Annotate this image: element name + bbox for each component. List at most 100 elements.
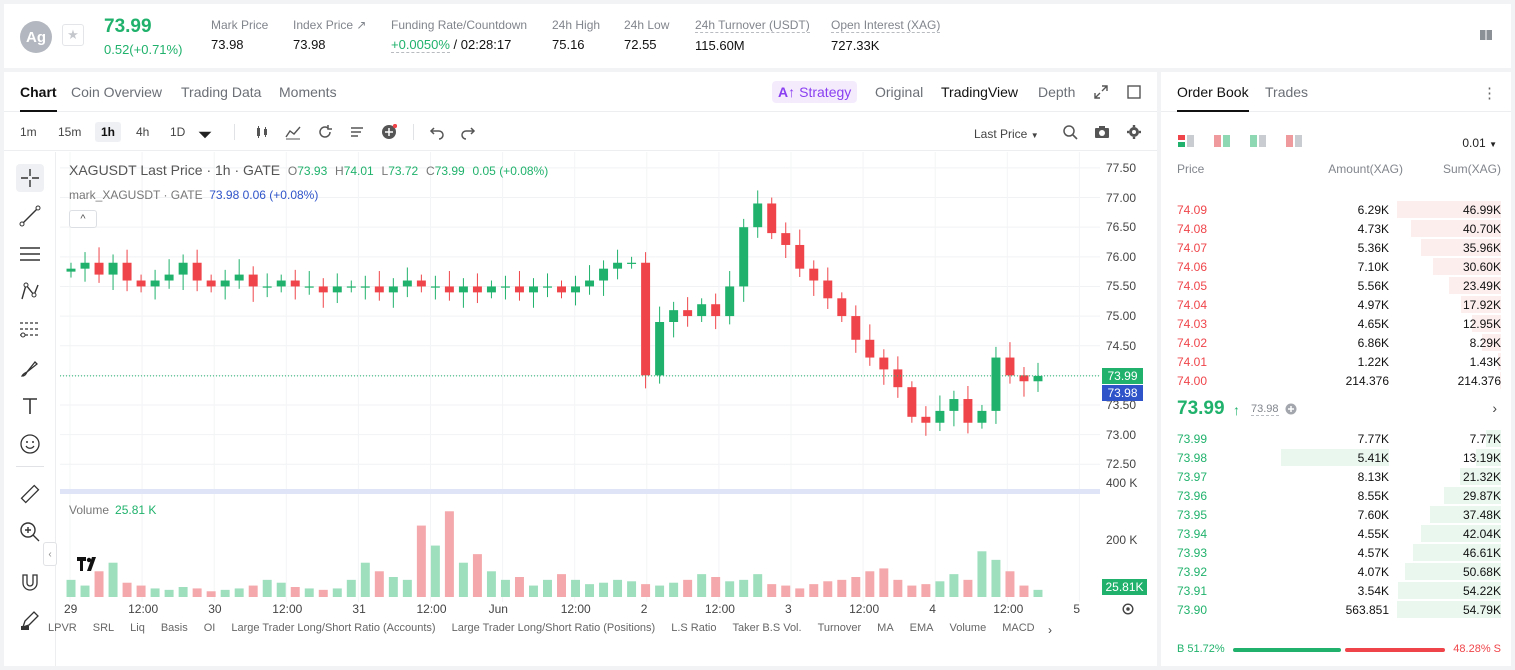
bid-row[interactable]: 73.93 4.57K 46.61K	[1161, 543, 1511, 562]
undo-icon[interactable]	[429, 124, 445, 140]
candle-body	[935, 410, 945, 423]
orderbook-mark-price[interactable]: 73.98	[1251, 403, 1279, 416]
indicator-item[interactable]: Turnover	[817, 622, 862, 634]
indicators-icon[interactable]	[285, 124, 301, 140]
favorite-star-icon[interactable]: ★	[62, 24, 84, 46]
bid-row[interactable]: 73.99 7.77K 7.77K	[1161, 429, 1511, 448]
ask-row[interactable]: 74.08 4.73K 40.70K	[1161, 219, 1511, 238]
indicator-item[interactable]: Large Trader Long/Short Ratio (Accounts)	[231, 622, 436, 634]
ruler-icon[interactable]	[16, 480, 44, 508]
indicator-item[interactable]: LPVR	[48, 622, 77, 634]
pencil-lock-icon[interactable]	[16, 606, 44, 634]
indicator-item[interactable]: L.S Ratio	[671, 622, 717, 634]
tab-coin-overview[interactable]: Coin Overview	[71, 84, 163, 100]
view-ratio-icon[interactable]	[1213, 134, 1231, 148]
price-chart[interactable]	[60, 152, 1100, 602]
settings-gear-icon[interactable]	[1121, 602, 1135, 616]
indicator-item[interactable]: Taker B.S Vol.	[732, 622, 802, 634]
ask-row[interactable]: 74.07 5.36K 35.96K	[1161, 238, 1511, 257]
view-asks-icon[interactable]	[1285, 134, 1303, 148]
ask-row[interactable]: 74.03 4.65K 12.95K	[1161, 314, 1511, 333]
horizontal-lines-icon[interactable]	[16, 240, 44, 268]
fibonacci-icon[interactable]	[16, 316, 44, 344]
bid-row[interactable]: 73.92 4.07K 50.68K	[1161, 562, 1511, 581]
view-bids-icon[interactable]	[1249, 134, 1267, 148]
chevron-down-icon[interactable]	[197, 127, 213, 143]
indicator-item[interactable]: Basis	[160, 622, 188, 634]
magnet-icon[interactable]	[16, 568, 44, 596]
ask-row[interactable]: 74.01 1.22K 1.43K	[1161, 352, 1511, 371]
bid-row[interactable]: 73.95 7.60K 37.48K	[1161, 505, 1511, 524]
pane-separator[interactable]	[60, 489, 1100, 494]
more-icon[interactable]: ⋮	[1482, 85, 1497, 102]
row-sum: 21.32K	[1462, 470, 1501, 484]
bid-row[interactable]: 73.94 4.55K 42.04K	[1161, 524, 1511, 543]
ask-row[interactable]: 74.02 6.86K 8.29K	[1161, 333, 1511, 352]
gear-icon[interactable]	[1126, 124, 1142, 140]
view-original[interactable]: Original	[875, 84, 924, 100]
window-icon[interactable]	[1127, 85, 1141, 99]
price-axis[interactable]: 77.5077.0076.5076.0075.5075.0074.5074.00…	[1100, 152, 1157, 612]
tab-order-book[interactable]: Order Book	[1177, 84, 1249, 112]
timeframe-15m[interactable]: 15m	[58, 125, 82, 139]
zoom-in-icon[interactable]	[16, 518, 44, 546]
brush-icon[interactable]	[16, 354, 44, 382]
book-icon[interactable]	[1479, 28, 1493, 42]
bid-row[interactable]: 73.98 5.41K 13.19K	[1161, 448, 1511, 467]
ask-row[interactable]: 74.09 6.29K 46.99K	[1161, 200, 1511, 219]
indicator-item[interactable]: Volume	[949, 622, 987, 634]
indicator-item[interactable]: EMA	[909, 622, 934, 634]
text-icon[interactable]	[16, 392, 44, 420]
timeframe-4h[interactable]: 4h	[136, 125, 150, 139]
indicator-item[interactable]: SRL	[92, 622, 115, 634]
expand-icon[interactable]	[1094, 85, 1108, 99]
indicator-item[interactable]: OI	[203, 622, 216, 634]
price-source-select[interactable]: Last Price ▼	[974, 127, 1039, 141]
chevron-right-icon[interactable]: ›	[1048, 623, 1052, 637]
stat-index-price[interactable]: Index Price ↗ 73.98	[293, 18, 366, 52]
emoji-icon[interactable]	[16, 430, 44, 458]
crosshair-icon[interactable]	[16, 164, 44, 192]
tab-trading-data[interactable]: Trading Data	[181, 84, 262, 100]
tab-moments[interactable]: Moments	[279, 84, 337, 100]
indicator-item[interactable]: MA	[877, 622, 894, 634]
bid-row[interactable]: 73.96 8.55K 29.87K	[1161, 486, 1511, 505]
chevron-left-icon[interactable]: ‹	[43, 542, 57, 566]
bid-row[interactable]: 73.97 8.13K 21.32K	[1161, 467, 1511, 486]
candlestick-icon[interactable]	[254, 124, 270, 140]
view-both-icon[interactable]	[1177, 134, 1195, 148]
tab-chart[interactable]: Chart	[20, 84, 57, 112]
indicator-item[interactable]: Large Trader Long/Short Ratio (Positions…	[451, 622, 656, 634]
collapse-legend-button[interactable]: ^	[69, 210, 97, 228]
time-tick-label: 3	[785, 602, 792, 616]
trend-line-icon[interactable]	[16, 202, 44, 230]
ask-row[interactable]: 74.00 214.376 214.376	[1161, 371, 1511, 390]
view-tradingview[interactable]: TradingView	[941, 84, 1019, 100]
chevron-right-icon[interactable]: ›	[1492, 400, 1497, 416]
timeframe-1h[interactable]: 1h	[95, 122, 122, 142]
pattern-icon[interactable]	[16, 278, 44, 306]
indicator-item[interactable]: MACD	[1002, 622, 1035, 634]
camera-icon[interactable]	[1094, 124, 1110, 140]
chart-panel: Chart Coin Overview Trading Data Moments…	[4, 72, 1157, 666]
ask-row[interactable]: 74.06 7.10K 30.60K	[1161, 257, 1511, 276]
template-icon[interactable]	[349, 124, 365, 140]
redo-icon[interactable]	[460, 124, 476, 140]
tab-trades[interactable]: Trades	[1265, 84, 1309, 100]
timeframe-1d[interactable]: 1D	[170, 125, 186, 139]
candle-body	[360, 286, 370, 288]
timeframe-1m[interactable]: 1m	[20, 125, 37, 139]
bid-row[interactable]: 73.91 3.54K 54.22K	[1161, 581, 1511, 600]
indicator-item[interactable]: Liq	[130, 622, 145, 634]
search-icon[interactable]	[1062, 124, 1078, 140]
add-indicator-icon[interactable]	[381, 124, 397, 140]
candle-body	[683, 310, 693, 317]
ask-row[interactable]: 74.05 5.56K 23.49K	[1161, 276, 1511, 295]
strategy-button[interactable]: A↑ Strategy	[772, 81, 858, 103]
ask-row[interactable]: 74.04 4.97K 17.92K	[1161, 295, 1511, 314]
view-depth[interactable]: Depth	[1038, 84, 1076, 100]
bid-row[interactable]: 73.90 563.851 54.79K	[1161, 600, 1511, 619]
volume-bar	[122, 582, 132, 597]
refresh-icon[interactable]	[317, 124, 333, 140]
precision-select[interactable]: 0.01 ▼	[1462, 136, 1497, 150]
